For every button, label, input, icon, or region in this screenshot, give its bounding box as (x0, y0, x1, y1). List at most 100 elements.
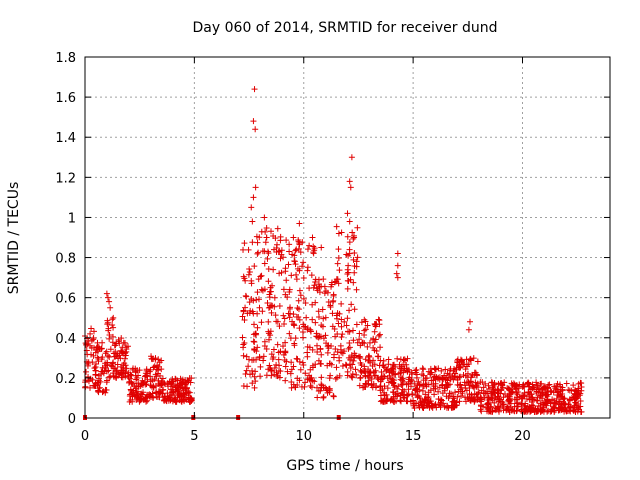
data-point (450, 395, 457, 402)
data-point (466, 384, 473, 391)
data-point (104, 352, 111, 359)
data-point (394, 355, 401, 362)
data-point (352, 366, 359, 373)
data-point (116, 340, 123, 347)
data-point (420, 366, 427, 373)
data-point (296, 241, 303, 248)
data-point (346, 178, 353, 185)
data-point (105, 327, 112, 334)
data-point (250, 194, 257, 201)
data-point (380, 357, 387, 364)
data-point (296, 325, 303, 332)
data-point (467, 396, 474, 403)
data-point (310, 243, 317, 250)
y-tick-label: 0 (68, 412, 76, 427)
data-point (286, 241, 293, 248)
data-point (558, 393, 565, 400)
data-point (419, 371, 426, 378)
data-point (282, 349, 289, 356)
data-point (87, 384, 94, 391)
plot-frame (84, 56, 611, 419)
data-point (285, 310, 292, 317)
data-point (469, 382, 476, 389)
data-point (273, 318, 280, 325)
data-point (346, 339, 353, 346)
data-point (284, 368, 291, 375)
data-point (290, 381, 297, 388)
data-point (420, 377, 427, 384)
data-point (240, 246, 247, 253)
data-point (88, 325, 95, 332)
data-point (252, 184, 259, 191)
data-point (545, 391, 552, 398)
data-point (338, 323, 345, 330)
data-point (480, 384, 487, 391)
data-point (144, 397, 151, 404)
data-point (495, 390, 502, 397)
data-point (460, 371, 467, 378)
data-point (565, 386, 572, 393)
data-point (318, 351, 325, 358)
data-point (369, 362, 376, 369)
data-point (537, 408, 544, 415)
data-point (117, 347, 124, 354)
data-point (333, 364, 340, 371)
data-point (363, 380, 370, 387)
data-point (361, 332, 368, 339)
data-point (187, 379, 194, 386)
data-point (178, 393, 185, 400)
data-point (364, 343, 371, 350)
data-point (351, 269, 358, 276)
chart-title: Day 060 of 2014, SRMTID for receiver dun… (193, 20, 498, 36)
data-point (506, 393, 513, 400)
data-point (506, 398, 513, 405)
data-point (300, 259, 307, 266)
data-point (379, 385, 386, 392)
data-point (257, 363, 264, 370)
data-point (151, 376, 158, 383)
data-point (515, 403, 522, 410)
data-point (114, 361, 121, 368)
data-point (285, 261, 292, 268)
data-point (251, 384, 258, 391)
data-point (390, 379, 397, 386)
data-point (571, 390, 578, 397)
data-point (113, 368, 120, 375)
data-point (353, 258, 360, 265)
data-point (294, 265, 301, 272)
data-point (547, 400, 554, 407)
data-point (143, 366, 150, 373)
data-point (281, 315, 288, 322)
data-point (338, 316, 345, 323)
data-point (349, 374, 356, 381)
data-point (311, 282, 318, 289)
data-point (274, 341, 281, 348)
data-point (477, 395, 484, 402)
data-point (463, 379, 470, 386)
data-point (309, 377, 316, 384)
data-point (390, 382, 397, 389)
data-point (315, 308, 322, 315)
data-point (448, 402, 455, 409)
data-point (246, 268, 253, 275)
data-point (280, 343, 287, 350)
data-point (245, 356, 252, 363)
data-point (351, 250, 358, 257)
data-point (351, 263, 358, 270)
data-point (540, 391, 547, 398)
data-point (270, 346, 277, 353)
data-point (132, 365, 139, 372)
data-point (394, 274, 401, 281)
data-point (153, 366, 160, 373)
data-point (432, 380, 439, 387)
data-point (241, 240, 248, 247)
data-point (280, 351, 287, 358)
data-point (556, 405, 563, 412)
data-point (254, 324, 261, 331)
data-point (415, 402, 422, 409)
data-point (548, 388, 555, 395)
data-point (330, 297, 337, 304)
data-point (263, 234, 270, 241)
data-point (296, 316, 303, 323)
data-point (89, 376, 96, 383)
